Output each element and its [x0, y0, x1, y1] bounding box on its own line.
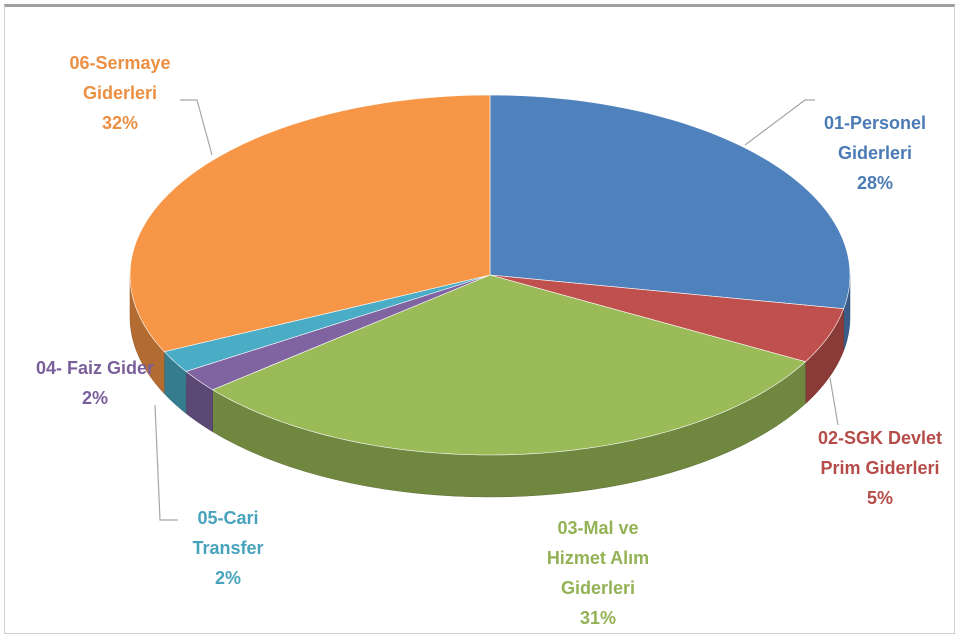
category-label: 03-Mal ve Hizmet Alım Giderleri: [546, 518, 650, 598]
slice: [211, 274, 807, 456]
data-label: 05-Cari Transfer 2%: [173, 503, 283, 593]
data-label: 03-Mal ve Hizmet Alım Giderleri 31%: [528, 513, 668, 633]
slice-tops: [129, 94, 851, 456]
leader-line: [154, 404, 178, 521]
value-label: 2%: [81, 388, 108, 408]
value-label: 28%: [856, 173, 894, 193]
value-label: 31%: [579, 608, 617, 628]
slice: [129, 94, 491, 352]
slice: [489, 94, 851, 310]
chart-frame: [4, 4, 955, 634]
data-label: 01-Personel Giderleri 28%: [800, 108, 950, 198]
data-label: 02-SGK Devlet Prim Giderleri 5%: [798, 423, 961, 513]
leader-line: [829, 377, 839, 426]
category-label: 01-Personel Giderleri: [823, 113, 927, 163]
category-label: 05-Cari Transfer: [192, 508, 264, 558]
category-label: 04- Faiz Gider: [35, 358, 155, 378]
leader-line: [744, 99, 815, 146]
category-label: 06-Sermaye Giderleri: [69, 53, 171, 103]
leader-line: [180, 99, 213, 156]
data-label: 06-Sermaye Giderleri 32%: [45, 48, 195, 138]
value-label: 2%: [214, 568, 241, 588]
category-label: 02-SGK Devlet Prim Giderleri: [817, 428, 943, 478]
slice: [185, 274, 491, 391]
slice: [163, 274, 491, 372]
value-label: 32%: [101, 113, 139, 133]
data-label: 04- Faiz Gider 2%: [8, 353, 183, 413]
value-label: 5%: [866, 488, 893, 508]
slice-sides: [129, 274, 851, 498]
slice: [489, 274, 845, 363]
